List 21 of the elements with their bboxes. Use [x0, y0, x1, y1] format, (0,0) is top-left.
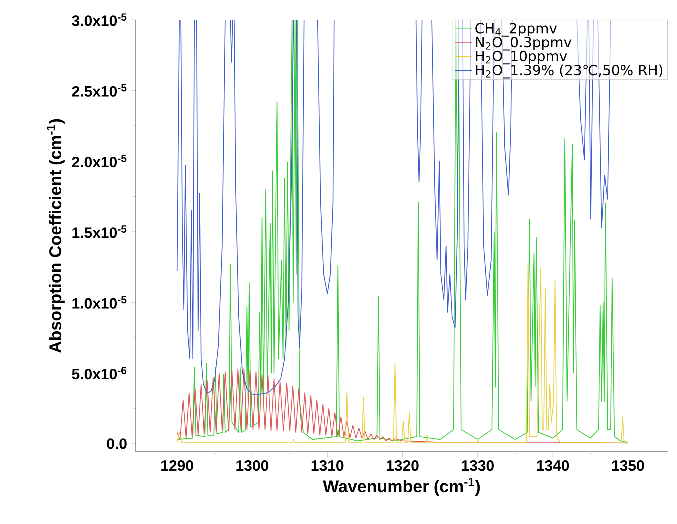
- y-tick-label: 5.0x10$^{-6}$: [72, 366, 127, 380]
- x-axis-title: Wavenumber (cm$^{-1}$): [323, 478, 480, 496]
- x-tick-label: 1340: [537, 460, 570, 472]
- legend-label: CH$_{4}$_2ppmv: [476, 23, 558, 37]
- legend-label: H$_{2}$O_10ppmv: [476, 50, 568, 65]
- x-tick-label: 1310: [312, 460, 344, 472]
- y-tick-label: 2.5x10$^{-5}$: [72, 84, 127, 97]
- legend-label: H$_{2}$O_1.39% (23℃,50% RH): [476, 64, 663, 79]
- x-tick-label: 1290: [162, 460, 194, 472]
- y-tick-label: 1.0x10$^{-5}$: [72, 296, 127, 309]
- y-tick-label: 0.0: [107, 438, 127, 450]
- y-tick-label: 1.5x10$^{-5}$: [72, 226, 127, 238]
- y-tick-label: 2.0x10$^{-5}$: [72, 155, 127, 168]
- y-tick-label: 3.0x10$^{-5}$: [72, 14, 127, 26]
- x-tick-label: 1330: [462, 460, 494, 472]
- legend-label: N$_{2}$O_0.3ppmv: [476, 37, 572, 51]
- x-tick-label: 1300: [236, 460, 269, 472]
- line-series: [176, 368, 629, 444]
- x-tick-label: 1350: [612, 460, 644, 472]
- y-axis-title: Absorption Coefficient (cm$^{-1}$): [46, 119, 65, 354]
- x-tick-label: 1320: [387, 460, 419, 472]
